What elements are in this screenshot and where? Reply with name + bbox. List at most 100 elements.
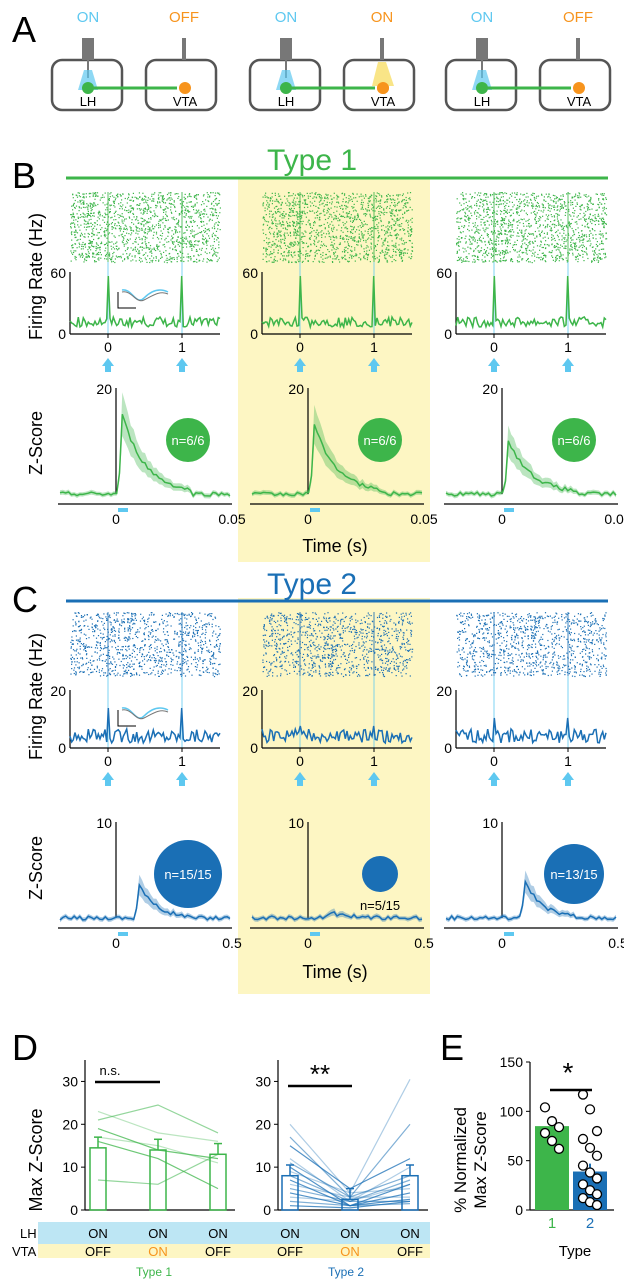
raster-spike [207,196,209,198]
raster-spike [87,646,89,648]
raster-spike [201,648,203,650]
raster-spike [389,205,391,207]
raster-spike [143,231,145,233]
raster-spike [297,221,299,224]
raster-spike [182,210,184,212]
raster-spike [172,652,174,654]
raster-spike [488,242,490,244]
raster-spike [598,215,600,217]
raster-spike [500,200,502,202]
raster-spike [262,229,264,231]
raster-spike [142,199,144,201]
raster-spike [604,213,606,215]
raster [456,192,608,264]
raster-spike [404,211,406,213]
raster-spike [144,237,147,239]
raster-spike [169,203,171,205]
raster-spike [333,197,335,199]
raster-spike [202,195,205,197]
raster-spike [371,204,373,206]
raster-spike [342,208,344,210]
raster-spike [336,194,338,196]
raster-spike [274,211,276,213]
raster-spike [549,225,551,227]
raster-spike [213,238,215,240]
raster-spike [125,243,127,245]
raster-spike [169,256,171,258]
raster-spike [135,619,137,621]
raster-spike [197,210,199,212]
raster-spike [498,233,500,235]
raster-spike [98,213,100,215]
raster-spike [509,209,511,211]
raster-spike [341,204,343,206]
raster-spike [174,613,176,615]
raster-spike [85,644,87,646]
raster-spike [324,236,326,238]
raster-spike [197,635,199,637]
raster-spike [477,239,479,241]
raster-spike [180,226,182,228]
raster-spike [548,207,550,209]
raster-spike [210,259,212,262]
raster-spike [182,236,184,238]
raster-spike [200,221,203,223]
raster-spike [383,240,385,242]
raster-spike [87,205,89,207]
raster-spike [76,657,78,659]
raster-spike [556,216,558,218]
raster-spike [191,612,193,614]
raster-spike [458,245,460,247]
raster-spike [218,673,220,675]
raster-spike [138,222,140,224]
raster-spike [149,251,151,253]
raster-spike [561,239,563,241]
raster-spike [205,248,208,250]
raster-spike [162,196,164,198]
raster-spike [502,226,504,228]
raster-spike [593,254,595,256]
raster-spike [533,253,535,255]
raster-spike [601,194,603,196]
raster-spike [485,196,487,198]
raster-spike [303,206,306,209]
lh-fiber-tip [285,58,287,78]
raster-spike [135,232,137,234]
raster-spike [583,212,585,214]
raster-spike [545,200,547,202]
raster-spike [195,662,197,664]
raster-spike [271,221,274,223]
raster-spike [81,665,83,667]
raster-spike [595,193,597,195]
raster-spike [159,250,161,252]
raster-spike [403,229,405,231]
raster-spike [92,230,94,232]
responder-count: n=6/6 [558,433,591,448]
raster-spike [510,260,512,262]
raster-spike [551,239,553,241]
raster-spike [132,213,135,215]
raster-spike [474,213,476,215]
raster-spike [214,227,216,229]
raster-spike [81,657,83,659]
raster-spike [190,241,192,243]
raster-spike [175,226,177,228]
raster-spike [269,216,271,218]
raster-spike [197,244,199,246]
raster-spike [116,194,118,196]
raster-spike [570,241,572,243]
raster-spike [494,232,496,234]
raster-spike [382,251,384,253]
raster-spike [185,226,187,228]
raster-spike [133,223,135,225]
lh-state-label: ON [77,9,100,26]
raster-spike [188,236,191,238]
raster-spike [118,256,120,258]
raster-spike [106,258,108,260]
raster-spike [83,197,85,199]
raster-spike [350,232,352,234]
raster-spike [575,193,577,195]
raster-spike [475,210,477,212]
raster-spike [511,259,513,261]
raster-spike [584,214,586,216]
